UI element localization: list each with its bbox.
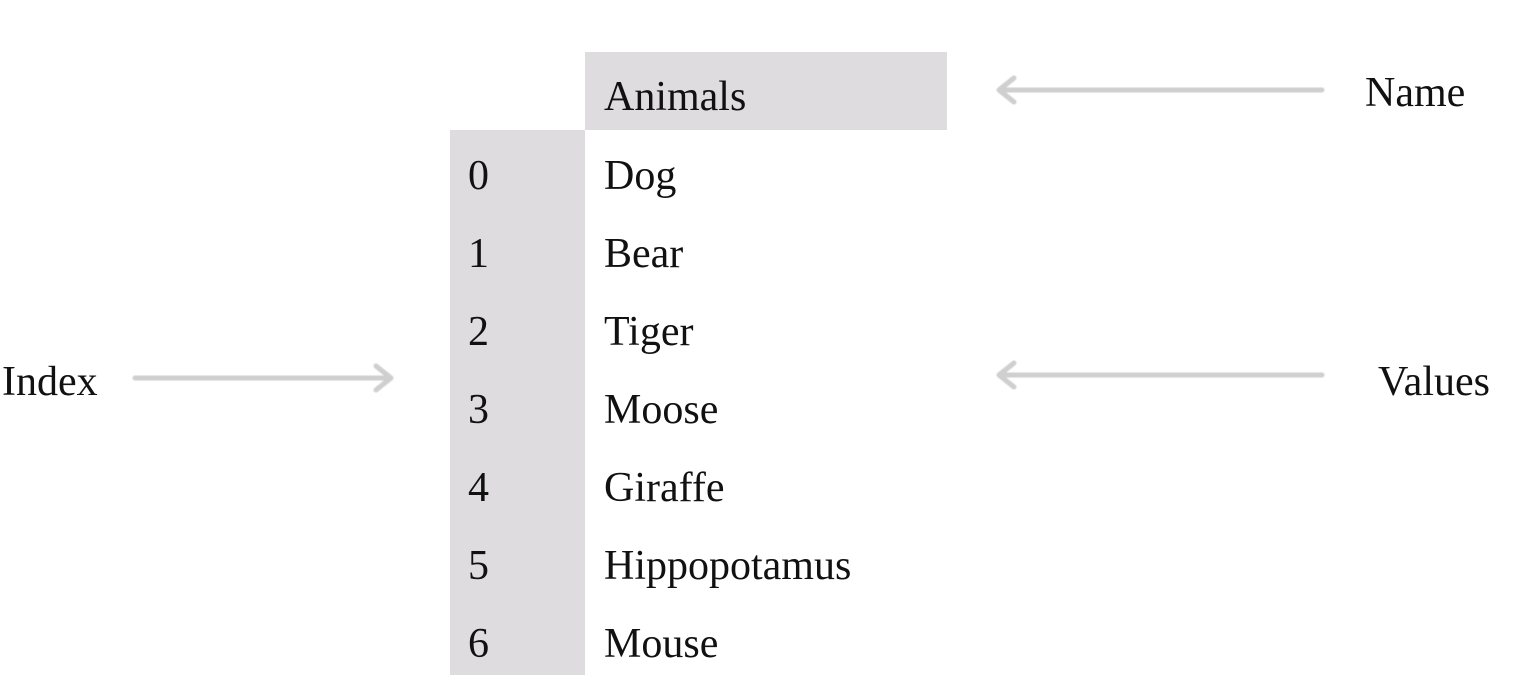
series-name-cell [585,52,947,130]
value-cell: Moose [604,387,719,433]
value-cell: Tiger [604,309,694,355]
name-arrow-icon [996,75,1325,105]
index-column [450,130,585,675]
index-label: 1 [468,231,489,277]
name-label: Name [1365,70,1466,116]
index-arrow-icon [132,363,394,393]
values-label: Values [1378,359,1490,405]
value-cell: Mouse [604,621,719,667]
value-cell: Giraffe [604,465,725,511]
series-name: Animals [604,74,747,120]
index-label: 0 [468,153,489,199]
index-label: 6 [468,621,489,667]
value-cell: Hippopotamus [604,543,852,589]
index-label: 3 [468,387,489,433]
index-label-annotation: Index [2,359,98,405]
value-cell: Dog [604,153,677,199]
values-arrow-icon [996,360,1325,390]
value-cell: Bear [604,231,684,277]
index-label: 2 [468,309,489,355]
index-label: 5 [468,543,489,589]
index-label: 4 [468,465,489,511]
